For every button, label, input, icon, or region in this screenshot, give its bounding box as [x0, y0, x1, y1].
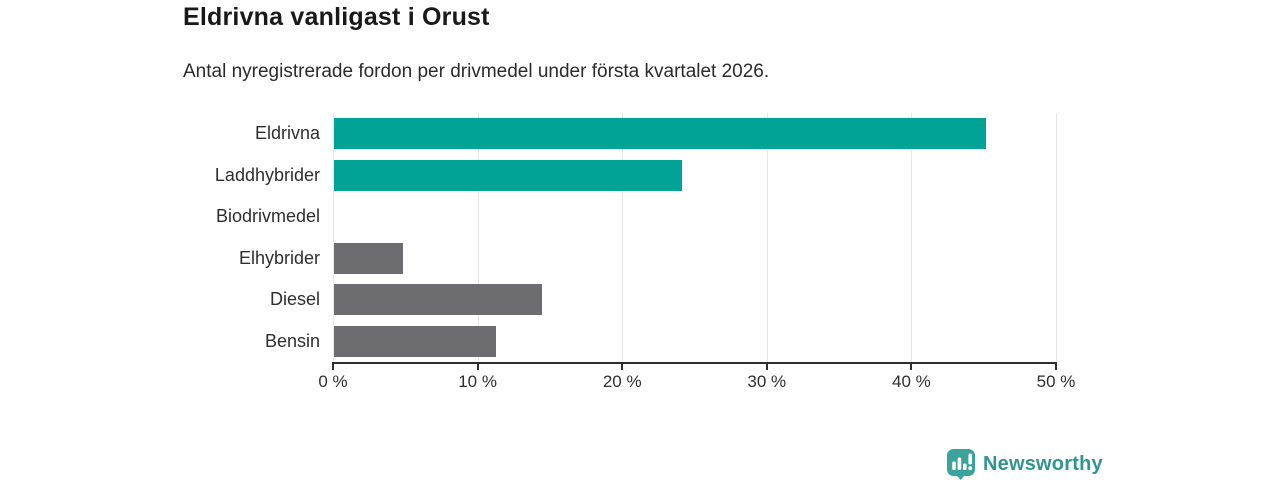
x-axis-tick: [910, 364, 913, 370]
x-axis-tick: [765, 364, 768, 370]
bar-laddhybrider: [334, 159, 683, 191]
gridline: [477, 113, 479, 362]
category-label: Bensin: [264, 330, 320, 351]
bar-bensin: [334, 325, 496, 357]
x-axis-tick: [332, 364, 334, 370]
chart-title: Eldrivna vanligast i Orust: [183, 3, 490, 31]
category-label: Biodrivmedel: [215, 206, 320, 227]
bar-eldrivna: [334, 118, 987, 150]
x-axis-tick: [476, 364, 479, 370]
newsworthy-logo-text: Newsworthy: [983, 452, 1103, 475]
x-tick-label: 20 %: [602, 372, 642, 391]
category-label: Diesel: [269, 289, 320, 310]
x-tick-label: 50 %: [1036, 372, 1076, 391]
gridline: [911, 113, 913, 362]
x-axis-line: [332, 362, 1057, 364]
gridline: [333, 113, 334, 362]
category-label: Eldrivna: [254, 123, 320, 144]
chart-subtitle: Antal nyregistrerade fordon per drivmede…: [183, 61, 770, 82]
x-tick-label: 10 %: [458, 372, 497, 391]
x-axis-tick: [1055, 364, 1057, 370]
x-tick-label: 0 %: [318, 372, 348, 391]
x-axis-tick: [621, 364, 624, 370]
x-tick-label: 30 %: [747, 372, 787, 391]
newsworthy-bar-chart-bubble-icon: [946, 448, 976, 480]
newsworthy-logo[interactable]: Newsworthy: [946, 448, 1103, 480]
gridline: [1056, 113, 1057, 362]
gridline: [622, 113, 624, 362]
category-label: Laddhybrider: [214, 164, 320, 185]
bar-diesel: [334, 284, 543, 316]
category-label: Elhybrider: [238, 247, 320, 268]
x-tick-label: 40 %: [892, 372, 931, 391]
gridline: [766, 113, 768, 362]
bar-elhybrider: [334, 242, 404, 274]
